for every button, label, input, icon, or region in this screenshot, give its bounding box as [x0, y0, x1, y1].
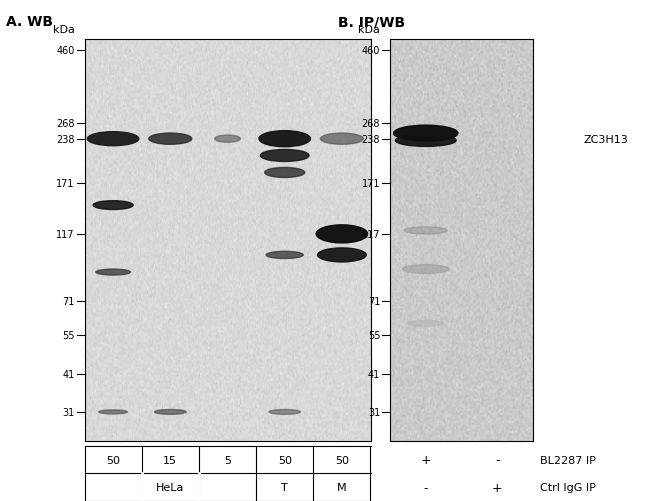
Text: +: + — [421, 453, 431, 466]
Ellipse shape — [318, 248, 366, 263]
Text: 171: 171 — [57, 179, 75, 188]
Text: HeLa: HeLa — [156, 482, 185, 492]
Text: ZC3H13: ZC3H13 — [402, 134, 447, 144]
Text: 171: 171 — [362, 179, 380, 188]
Ellipse shape — [96, 270, 130, 276]
Ellipse shape — [265, 168, 305, 178]
Ellipse shape — [269, 410, 300, 414]
Text: +: + — [492, 481, 502, 493]
Text: -: - — [424, 481, 428, 493]
Text: 50: 50 — [106, 455, 120, 464]
Text: 55: 55 — [368, 330, 380, 340]
Ellipse shape — [393, 126, 458, 142]
Text: 31: 31 — [62, 407, 75, 417]
Text: 15: 15 — [163, 455, 177, 464]
Text: Ctrl IgG IP: Ctrl IgG IP — [540, 482, 595, 492]
Text: 5: 5 — [224, 455, 231, 464]
Ellipse shape — [316, 225, 368, 243]
Text: B. IP/WB: B. IP/WB — [338, 15, 405, 29]
Ellipse shape — [320, 134, 363, 145]
Ellipse shape — [93, 201, 133, 210]
Ellipse shape — [259, 131, 311, 147]
Text: BL2287 IP: BL2287 IP — [540, 455, 595, 464]
Ellipse shape — [214, 136, 240, 143]
Text: 41: 41 — [368, 370, 380, 380]
Text: ZC3H13: ZC3H13 — [583, 134, 628, 144]
Text: 238: 238 — [362, 134, 380, 144]
Text: 71: 71 — [368, 296, 380, 306]
Text: 71: 71 — [62, 296, 75, 306]
Text: 460: 460 — [362, 46, 380, 56]
Text: 117: 117 — [362, 229, 380, 239]
Text: A. WB: A. WB — [6, 15, 53, 29]
Ellipse shape — [404, 227, 447, 234]
Text: 50: 50 — [278, 455, 292, 464]
Text: 238: 238 — [57, 134, 75, 144]
Ellipse shape — [99, 410, 127, 414]
Ellipse shape — [155, 410, 186, 414]
Text: 460: 460 — [57, 46, 75, 56]
Ellipse shape — [261, 150, 309, 162]
Text: 50: 50 — [335, 455, 349, 464]
Text: 31: 31 — [368, 407, 380, 417]
Ellipse shape — [266, 252, 304, 259]
Text: kDa: kDa — [358, 25, 380, 35]
Ellipse shape — [149, 134, 192, 145]
Text: M: M — [337, 482, 346, 492]
Text: T: T — [281, 482, 288, 492]
Ellipse shape — [402, 265, 449, 274]
Text: 268: 268 — [57, 119, 75, 128]
Text: -: - — [495, 453, 499, 466]
Ellipse shape — [87, 132, 139, 146]
Text: 268: 268 — [362, 119, 380, 128]
Ellipse shape — [408, 321, 443, 327]
Text: 41: 41 — [62, 370, 75, 380]
Text: 117: 117 — [57, 229, 75, 239]
Text: kDa: kDa — [53, 25, 75, 35]
Text: 55: 55 — [62, 330, 75, 340]
Ellipse shape — [395, 135, 456, 147]
